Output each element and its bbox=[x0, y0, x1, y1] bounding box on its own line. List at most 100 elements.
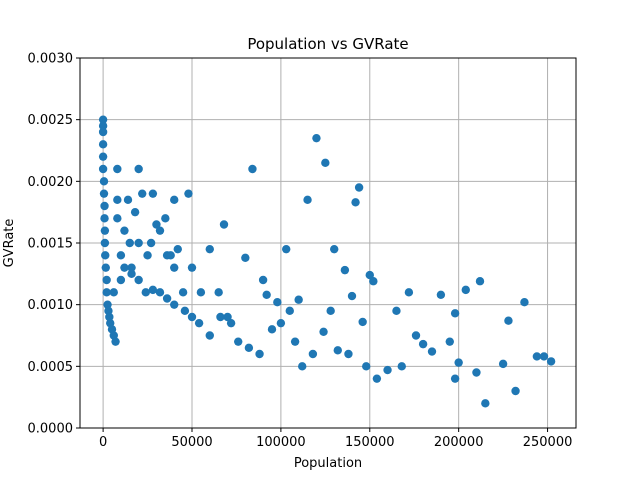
data-point bbox=[134, 275, 143, 285]
data-point bbox=[162, 294, 172, 303]
data-point bbox=[504, 316, 513, 325]
y-tick-label: 0.0025 bbox=[28, 113, 74, 128]
data-point bbox=[546, 357, 556, 366]
data-point bbox=[146, 238, 156, 248]
data-point bbox=[445, 337, 454, 346]
data-point bbox=[294, 295, 303, 304]
data-point bbox=[148, 189, 158, 198]
data-point bbox=[321, 158, 330, 168]
data-point bbox=[226, 318, 236, 328]
chart-title: Population vs GVRate bbox=[247, 35, 408, 53]
data-point bbox=[187, 312, 197, 322]
data-point bbox=[298, 362, 307, 371]
data-point bbox=[101, 263, 110, 272]
data-point bbox=[354, 183, 364, 192]
data-point bbox=[450, 374, 460, 383]
data-point bbox=[326, 306, 335, 316]
data-point bbox=[103, 300, 112, 309]
data-point bbox=[319, 327, 328, 336]
data-point bbox=[454, 358, 463, 367]
data-point bbox=[520, 298, 529, 307]
data-point bbox=[166, 251, 175, 260]
y-tick-label: 0.0010 bbox=[28, 298, 74, 313]
data-point bbox=[104, 306, 113, 316]
y-axis-label: GVRate bbox=[2, 219, 17, 268]
data-point bbox=[138, 189, 147, 198]
data-point bbox=[262, 290, 271, 299]
data-point bbox=[105, 312, 114, 322]
data-point bbox=[219, 220, 229, 229]
data-point bbox=[127, 263, 136, 272]
data-point bbox=[148, 285, 158, 295]
data-point bbox=[285, 306, 294, 316]
data-point bbox=[152, 220, 161, 229]
data-point bbox=[100, 238, 110, 248]
data-point bbox=[100, 226, 110, 235]
x-axis-label: Population bbox=[294, 456, 362, 471]
data-point bbox=[539, 352, 549, 361]
y-axis-ticks: 0.0000 0.0005 0.0010 0.0015 0.0020 0.0025 0.00… bbox=[28, 52, 80, 437]
data-point bbox=[116, 275, 126, 285]
data-point bbox=[102, 288, 111, 297]
data-point bbox=[383, 365, 392, 375]
data-point bbox=[475, 277, 485, 286]
data-point bbox=[273, 298, 282, 307]
data-point bbox=[109, 288, 118, 297]
data-point bbox=[100, 214, 109, 223]
data-point bbox=[369, 277, 378, 286]
data-point bbox=[372, 374, 382, 383]
data-point bbox=[98, 127, 108, 137]
data-point bbox=[511, 386, 520, 396]
data-point bbox=[205, 331, 214, 340]
data-point bbox=[170, 195, 179, 205]
data-point bbox=[344, 349, 353, 359]
data-point bbox=[351, 198, 360, 207]
data-point bbox=[411, 331, 421, 340]
data-point bbox=[170, 300, 179, 309]
data-point bbox=[244, 343, 254, 353]
data-point bbox=[173, 244, 182, 254]
data-point bbox=[397, 362, 406, 371]
y-tick-label: 0.0020 bbox=[28, 175, 74, 190]
data-point bbox=[436, 290, 446, 299]
data-point bbox=[498, 359, 508, 369]
data-point bbox=[161, 214, 170, 223]
data-point bbox=[98, 152, 108, 161]
data-point bbox=[282, 244, 291, 254]
data-point bbox=[130, 207, 140, 217]
x-tick-label: 50000 bbox=[171, 435, 212, 450]
data-point bbox=[248, 164, 257, 174]
data-point bbox=[170, 263, 179, 272]
x-tick-label: 150000 bbox=[345, 435, 395, 450]
data-point bbox=[358, 317, 367, 327]
data-point bbox=[308, 349, 318, 359]
data-point bbox=[223, 312, 232, 322]
x-tick-label: 0 bbox=[99, 435, 107, 450]
data-point bbox=[180, 306, 190, 316]
data-point bbox=[98, 140, 108, 149]
data-point bbox=[196, 288, 206, 297]
data-point bbox=[365, 270, 374, 280]
data-point bbox=[340, 265, 350, 275]
data-point bbox=[362, 362, 371, 371]
data-point bbox=[127, 269, 136, 279]
data-point bbox=[184, 189, 193, 198]
data-point bbox=[330, 244, 339, 254]
data-points bbox=[98, 115, 556, 408]
data-point bbox=[255, 349, 264, 359]
data-point bbox=[187, 263, 197, 272]
data-point bbox=[120, 226, 129, 235]
data-point bbox=[450, 309, 460, 318]
data-point bbox=[205, 244, 214, 254]
x-tick-label: 200000 bbox=[434, 435, 484, 450]
data-point bbox=[120, 263, 129, 272]
data-point bbox=[98, 115, 108, 124]
data-point bbox=[532, 352, 542, 361]
data-point bbox=[461, 285, 470, 295]
x-tick-label: 250000 bbox=[523, 435, 573, 450]
data-point bbox=[303, 195, 312, 205]
y-tick-label: 0.0030 bbox=[28, 52, 74, 67]
data-point bbox=[333, 346, 342, 355]
